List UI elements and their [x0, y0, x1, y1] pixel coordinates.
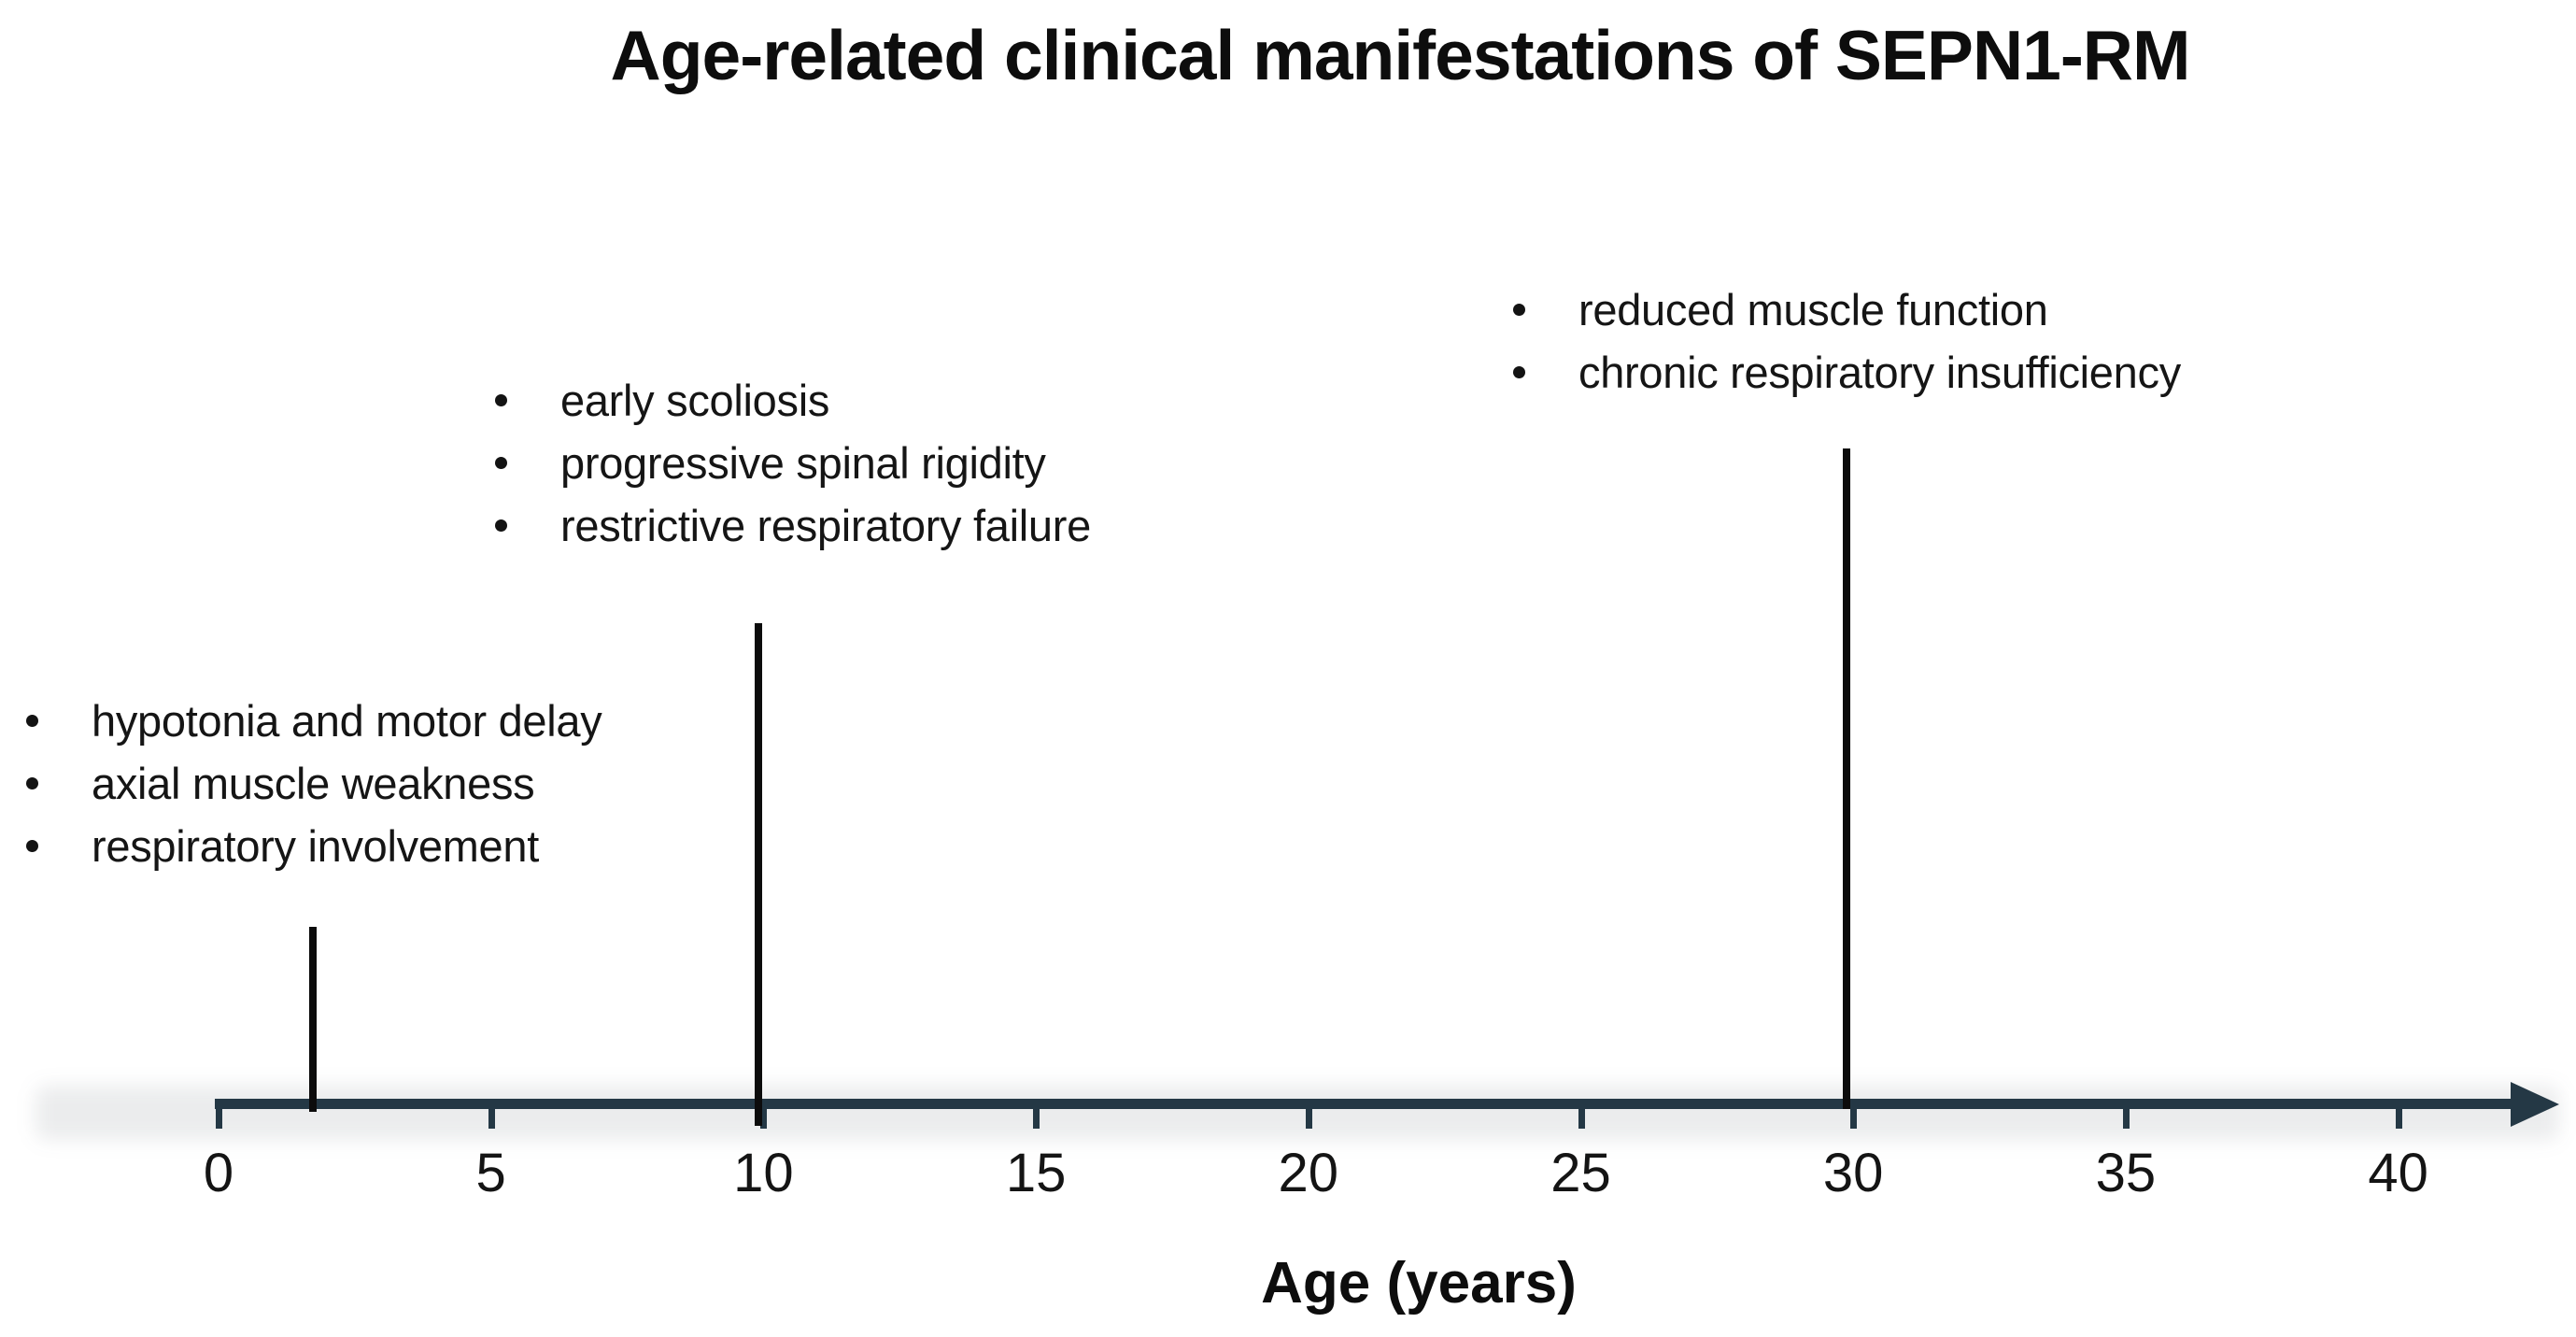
- tick-mark: [2122, 1099, 2130, 1129]
- list-item: reduced muscle function: [1513, 278, 2181, 341]
- tick-label: 25: [1550, 1143, 1611, 1203]
- bullet-icon: [26, 840, 38, 852]
- tick-mark: [488, 1099, 495, 1129]
- tick-mark: [760, 1099, 768, 1129]
- event-bullet-list-age-2: hypotonia and motor delay axial muscle we…: [26, 690, 602, 877]
- list-item: progressive spinal rigidity: [495, 432, 1091, 494]
- tick-mark: [2395, 1099, 2402, 1129]
- tick-label: 30: [1822, 1143, 1884, 1203]
- bullet-icon: [26, 777, 38, 789]
- tick-label: 35: [2095, 1143, 2157, 1203]
- list-item: respiratory involvement: [26, 815, 602, 877]
- list-item: early scoliosis: [495, 369, 1091, 432]
- tick-mark: [1578, 1099, 1585, 1129]
- list-item: chronic respiratory insufficiency: [1513, 341, 2181, 404]
- list-item-label: progressive spinal rigidity: [560, 438, 1046, 488]
- list-item-label: reduced muscle function: [1578, 285, 2048, 334]
- tick-label: 20: [1278, 1143, 1339, 1203]
- tick-label: 15: [1005, 1143, 1067, 1203]
- tick-label: 40: [2368, 1143, 2428, 1203]
- tick-mark: [1850, 1099, 1858, 1129]
- tick-mark: [1033, 1099, 1040, 1129]
- list-item-label: hypotonia and motor delay: [92, 696, 602, 746]
- tick-mark: [1305, 1099, 1312, 1129]
- list-item-label: axial muscle weakness: [92, 759, 535, 808]
- axis-arrowhead-icon: [2511, 1082, 2559, 1127]
- bullet-icon: [1513, 366, 1525, 378]
- event-marker-age-10: [755, 623, 762, 1126]
- bullet-icon: [26, 715, 38, 727]
- tick-mark: [216, 1099, 222, 1129]
- list-item-label: respiratory involvement: [92, 821, 539, 871]
- list-item-label: early scoliosis: [560, 376, 830, 425]
- x-axis-title: Age (years): [1261, 1251, 1577, 1316]
- event-bullet-list-age-10: early scoliosis progressive spinal rigidi…: [495, 369, 1091, 557]
- bullet-icon: [495, 394, 507, 406]
- list-item: restrictive respiratory failure: [495, 494, 1091, 557]
- list-item: hypotonia and motor delay: [26, 690, 602, 752]
- age-axis-line: [215, 1099, 2514, 1109]
- list-item-label: restrictive respiratory failure: [560, 501, 1091, 550]
- tick-label: 0: [203, 1143, 234, 1203]
- event-bullet-list-age-30: reduced muscle function chronic respirato…: [1513, 278, 2181, 404]
- chart-title: Age-related clinical manifestations of S…: [610, 16, 2191, 94]
- bullet-icon: [495, 457, 507, 469]
- list-item-label: chronic respiratory insufficiency: [1578, 348, 2181, 397]
- list-item: axial muscle weakness: [26, 752, 602, 815]
- bullet-icon: [1513, 304, 1525, 316]
- tick-label: 5: [475, 1143, 506, 1203]
- bullet-icon: [495, 519, 507, 532]
- tick-label: 10: [733, 1143, 794, 1203]
- event-marker-age-2: [309, 927, 317, 1112]
- event-marker-age-30: [1843, 448, 1850, 1109]
- axis-shadow: [35, 1086, 2559, 1140]
